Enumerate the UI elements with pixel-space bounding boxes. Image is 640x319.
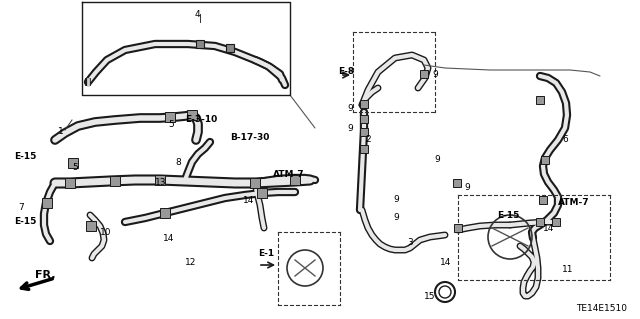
Bar (155, 175, 165, 185)
Bar (187, 110, 197, 120)
Bar (539, 196, 547, 204)
Text: ATM-7: ATM-7 (273, 170, 305, 179)
Text: FR.: FR. (35, 270, 56, 280)
Text: E-8: E-8 (338, 67, 354, 76)
Text: 9: 9 (393, 195, 399, 204)
Text: 9: 9 (464, 183, 470, 192)
Bar (86, 221, 96, 231)
Text: 9: 9 (393, 213, 399, 222)
Text: E-15: E-15 (14, 217, 36, 226)
Bar (165, 112, 175, 122)
Text: 12: 12 (185, 258, 196, 267)
Text: E-15: E-15 (497, 211, 520, 220)
Bar (536, 218, 544, 226)
Text: B-17-30: B-17-30 (230, 133, 269, 142)
Bar (257, 188, 267, 198)
Text: 10: 10 (100, 228, 111, 237)
Text: 9: 9 (347, 104, 353, 113)
Text: ATM-7: ATM-7 (558, 198, 589, 207)
Text: 11: 11 (562, 265, 573, 274)
Text: 5: 5 (168, 120, 173, 129)
Text: TE14E1510: TE14E1510 (576, 304, 627, 313)
Text: 6: 6 (562, 135, 568, 144)
Bar (42, 198, 52, 208)
Text: 5: 5 (72, 163, 77, 172)
Text: 1: 1 (58, 127, 64, 136)
Bar (453, 179, 461, 187)
Text: E-1: E-1 (258, 249, 274, 258)
Text: 9: 9 (434, 155, 440, 164)
Text: E-15: E-15 (14, 152, 36, 161)
Bar (226, 44, 234, 52)
Bar (454, 224, 462, 232)
Text: 14: 14 (543, 224, 554, 233)
Bar (360, 115, 368, 123)
Text: 14: 14 (440, 258, 451, 267)
Text: 8: 8 (175, 158, 180, 167)
Bar (68, 158, 78, 168)
Bar (250, 178, 260, 188)
Bar (360, 128, 368, 136)
Bar (160, 208, 170, 218)
Bar (290, 175, 300, 185)
Bar (65, 178, 75, 188)
Bar (536, 96, 544, 104)
Bar (541, 156, 549, 164)
Text: E-3-10: E-3-10 (185, 115, 217, 124)
Bar (420, 70, 428, 78)
Text: 15: 15 (424, 292, 435, 301)
Bar (552, 218, 560, 226)
Text: 14: 14 (243, 196, 254, 205)
Text: 3: 3 (407, 238, 413, 247)
Bar (360, 145, 368, 153)
Bar (110, 176, 120, 186)
Bar (360, 100, 368, 108)
Text: 2: 2 (365, 135, 371, 144)
Text: 9: 9 (432, 70, 438, 79)
Text: 14: 14 (163, 234, 174, 243)
Text: 9: 9 (347, 124, 353, 133)
Text: 4: 4 (195, 10, 200, 19)
Text: 7: 7 (18, 203, 24, 212)
Bar (196, 40, 204, 48)
Text: 13: 13 (155, 178, 166, 187)
